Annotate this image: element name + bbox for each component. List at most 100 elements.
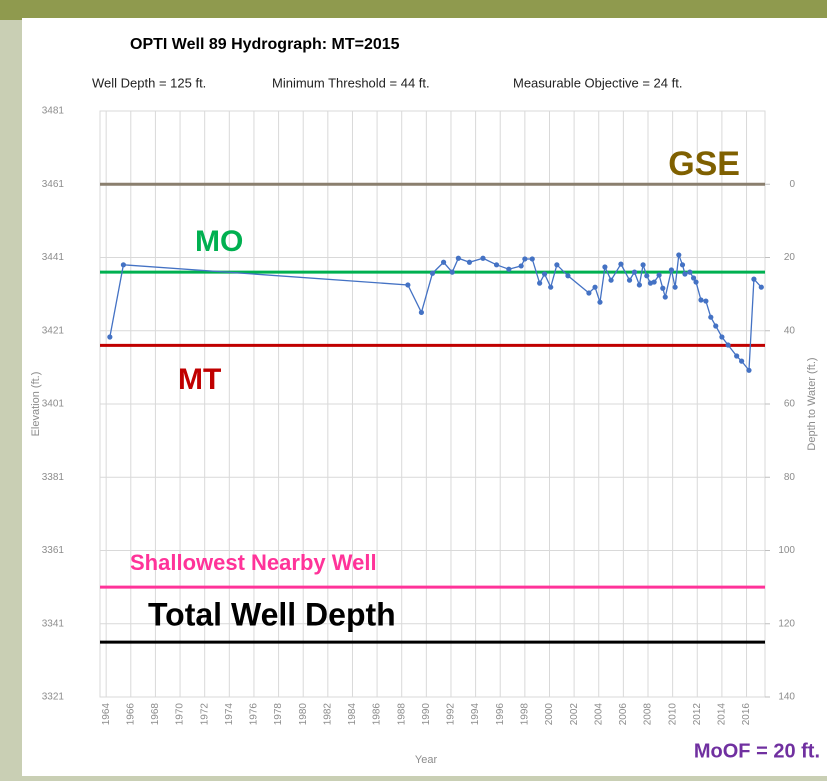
- data-point: [602, 264, 607, 269]
- x-tick-label: 2016: [741, 703, 752, 726]
- x-tick-label: 2010: [667, 703, 678, 726]
- data-point: [652, 279, 657, 284]
- y2-tick-label: 100: [778, 545, 795, 556]
- data-point: [656, 272, 661, 277]
- data-point: [660, 286, 665, 291]
- y-tick-label: 3461: [42, 179, 65, 190]
- y-tick-label: 3381: [42, 472, 65, 483]
- data-point: [494, 262, 499, 267]
- data-point: [734, 353, 739, 358]
- x-tick-label: 1968: [150, 703, 161, 726]
- chart: OPTI Well 89 Hydrograph: MT=2015 Well De…: [0, 0, 827, 776]
- data-point: [530, 256, 535, 261]
- subtitle: Minimum Threshold = 44 ft.: [272, 75, 430, 90]
- x-tick-label: 1990: [421, 703, 432, 726]
- data-point: [548, 285, 553, 290]
- data-point: [506, 267, 511, 272]
- x-tick-label: 2004: [593, 703, 604, 726]
- data-point: [693, 279, 698, 284]
- reference-label: GSE: [668, 145, 740, 183]
- data-point: [430, 271, 435, 276]
- data-point: [751, 277, 756, 282]
- y-tick-label: 3361: [42, 545, 65, 556]
- x-tick-label: 1988: [396, 703, 407, 726]
- data-point: [419, 310, 424, 315]
- reference-label: Shallowest Nearby Well: [130, 550, 377, 575]
- y-tick-label: 3481: [42, 106, 65, 117]
- data-point: [680, 262, 685, 267]
- x-tick-label: 1992: [446, 703, 457, 726]
- x-tick-label: 2006: [618, 703, 629, 726]
- x-tick-label: 2008: [643, 703, 654, 726]
- data-point: [121, 262, 126, 267]
- x-tick-label: 1974: [224, 703, 235, 726]
- data-point: [719, 334, 724, 339]
- data-point: [698, 297, 703, 302]
- x-tick-label: 1976: [249, 703, 260, 726]
- data-point: [759, 285, 764, 290]
- x-tick-label: 1964: [101, 703, 112, 726]
- reference-label: MT: [178, 363, 221, 396]
- x-tick-label: 1970: [175, 703, 186, 726]
- data-point: [663, 294, 668, 299]
- subtitle: Well Depth = 125 ft.: [92, 75, 206, 90]
- data-point: [644, 273, 649, 278]
- data-point: [519, 263, 524, 268]
- data-point: [632, 270, 637, 275]
- data-point: [592, 285, 597, 290]
- data-point: [480, 256, 485, 261]
- y2-axis-label: Depth to Water (ft.): [806, 357, 818, 450]
- y2-tick-label: 0: [789, 179, 795, 190]
- data-point: [687, 270, 692, 275]
- y2-tick-label: 60: [784, 399, 796, 410]
- y2-tick-label: 20: [784, 252, 796, 263]
- x-tick-label: 1982: [322, 703, 333, 726]
- data-point: [586, 290, 591, 295]
- x-tick-label: 2014: [717, 703, 728, 726]
- data-point: [618, 261, 623, 266]
- note: MoOF = 20 ft.: [694, 740, 820, 762]
- data-point: [746, 368, 751, 373]
- y-tick-label: 3321: [42, 692, 65, 703]
- data-point: [725, 342, 730, 347]
- screenshot: OPTI Well 89 Hydrograph: MT=2015 Well De…: [0, 0, 827, 776]
- data-point: [450, 270, 455, 275]
- x-axis-label: Year: [415, 754, 438, 766]
- data-point: [676, 252, 681, 257]
- y2-tick-label: 120: [778, 618, 795, 629]
- data-point: [597, 300, 602, 305]
- y2-tick-label: 40: [784, 325, 796, 336]
- data-point: [522, 256, 527, 261]
- data-point: [542, 271, 547, 276]
- data-point: [107, 334, 112, 339]
- data-point: [627, 278, 632, 283]
- data-point: [456, 256, 461, 261]
- data-point: [703, 298, 708, 303]
- data-point: [682, 271, 687, 276]
- data-point: [713, 323, 718, 328]
- data-point: [441, 260, 446, 265]
- data-point: [640, 262, 645, 267]
- data-point: [608, 278, 613, 283]
- top-strip: [0, 0, 827, 20]
- x-tick-label: 2012: [692, 703, 703, 726]
- data-point: [405, 282, 410, 287]
- data-point: [669, 267, 674, 272]
- x-tick-label: 1972: [199, 703, 210, 726]
- y2-tick-label: 140: [778, 692, 795, 703]
- x-tick-label: 1984: [347, 703, 358, 726]
- x-tick-label: 1996: [495, 703, 506, 726]
- chart-title: OPTI Well 89 Hydrograph: MT=2015: [130, 36, 400, 53]
- data-point: [637, 282, 642, 287]
- y-axis-label: Elevation (ft.): [30, 372, 42, 437]
- data-point: [554, 262, 559, 267]
- x-tick-label: 1998: [520, 703, 531, 726]
- y-tick-label: 3401: [42, 399, 65, 410]
- x-tick-label: 1978: [273, 703, 284, 726]
- data-point: [708, 315, 713, 320]
- data-point: [565, 273, 570, 278]
- x-tick-label: 1986: [372, 703, 383, 726]
- subtitle: Measurable Objective = 24 ft.: [513, 75, 682, 90]
- y-tick-label: 3441: [42, 252, 65, 263]
- y2-tick-label: 80: [784, 472, 796, 483]
